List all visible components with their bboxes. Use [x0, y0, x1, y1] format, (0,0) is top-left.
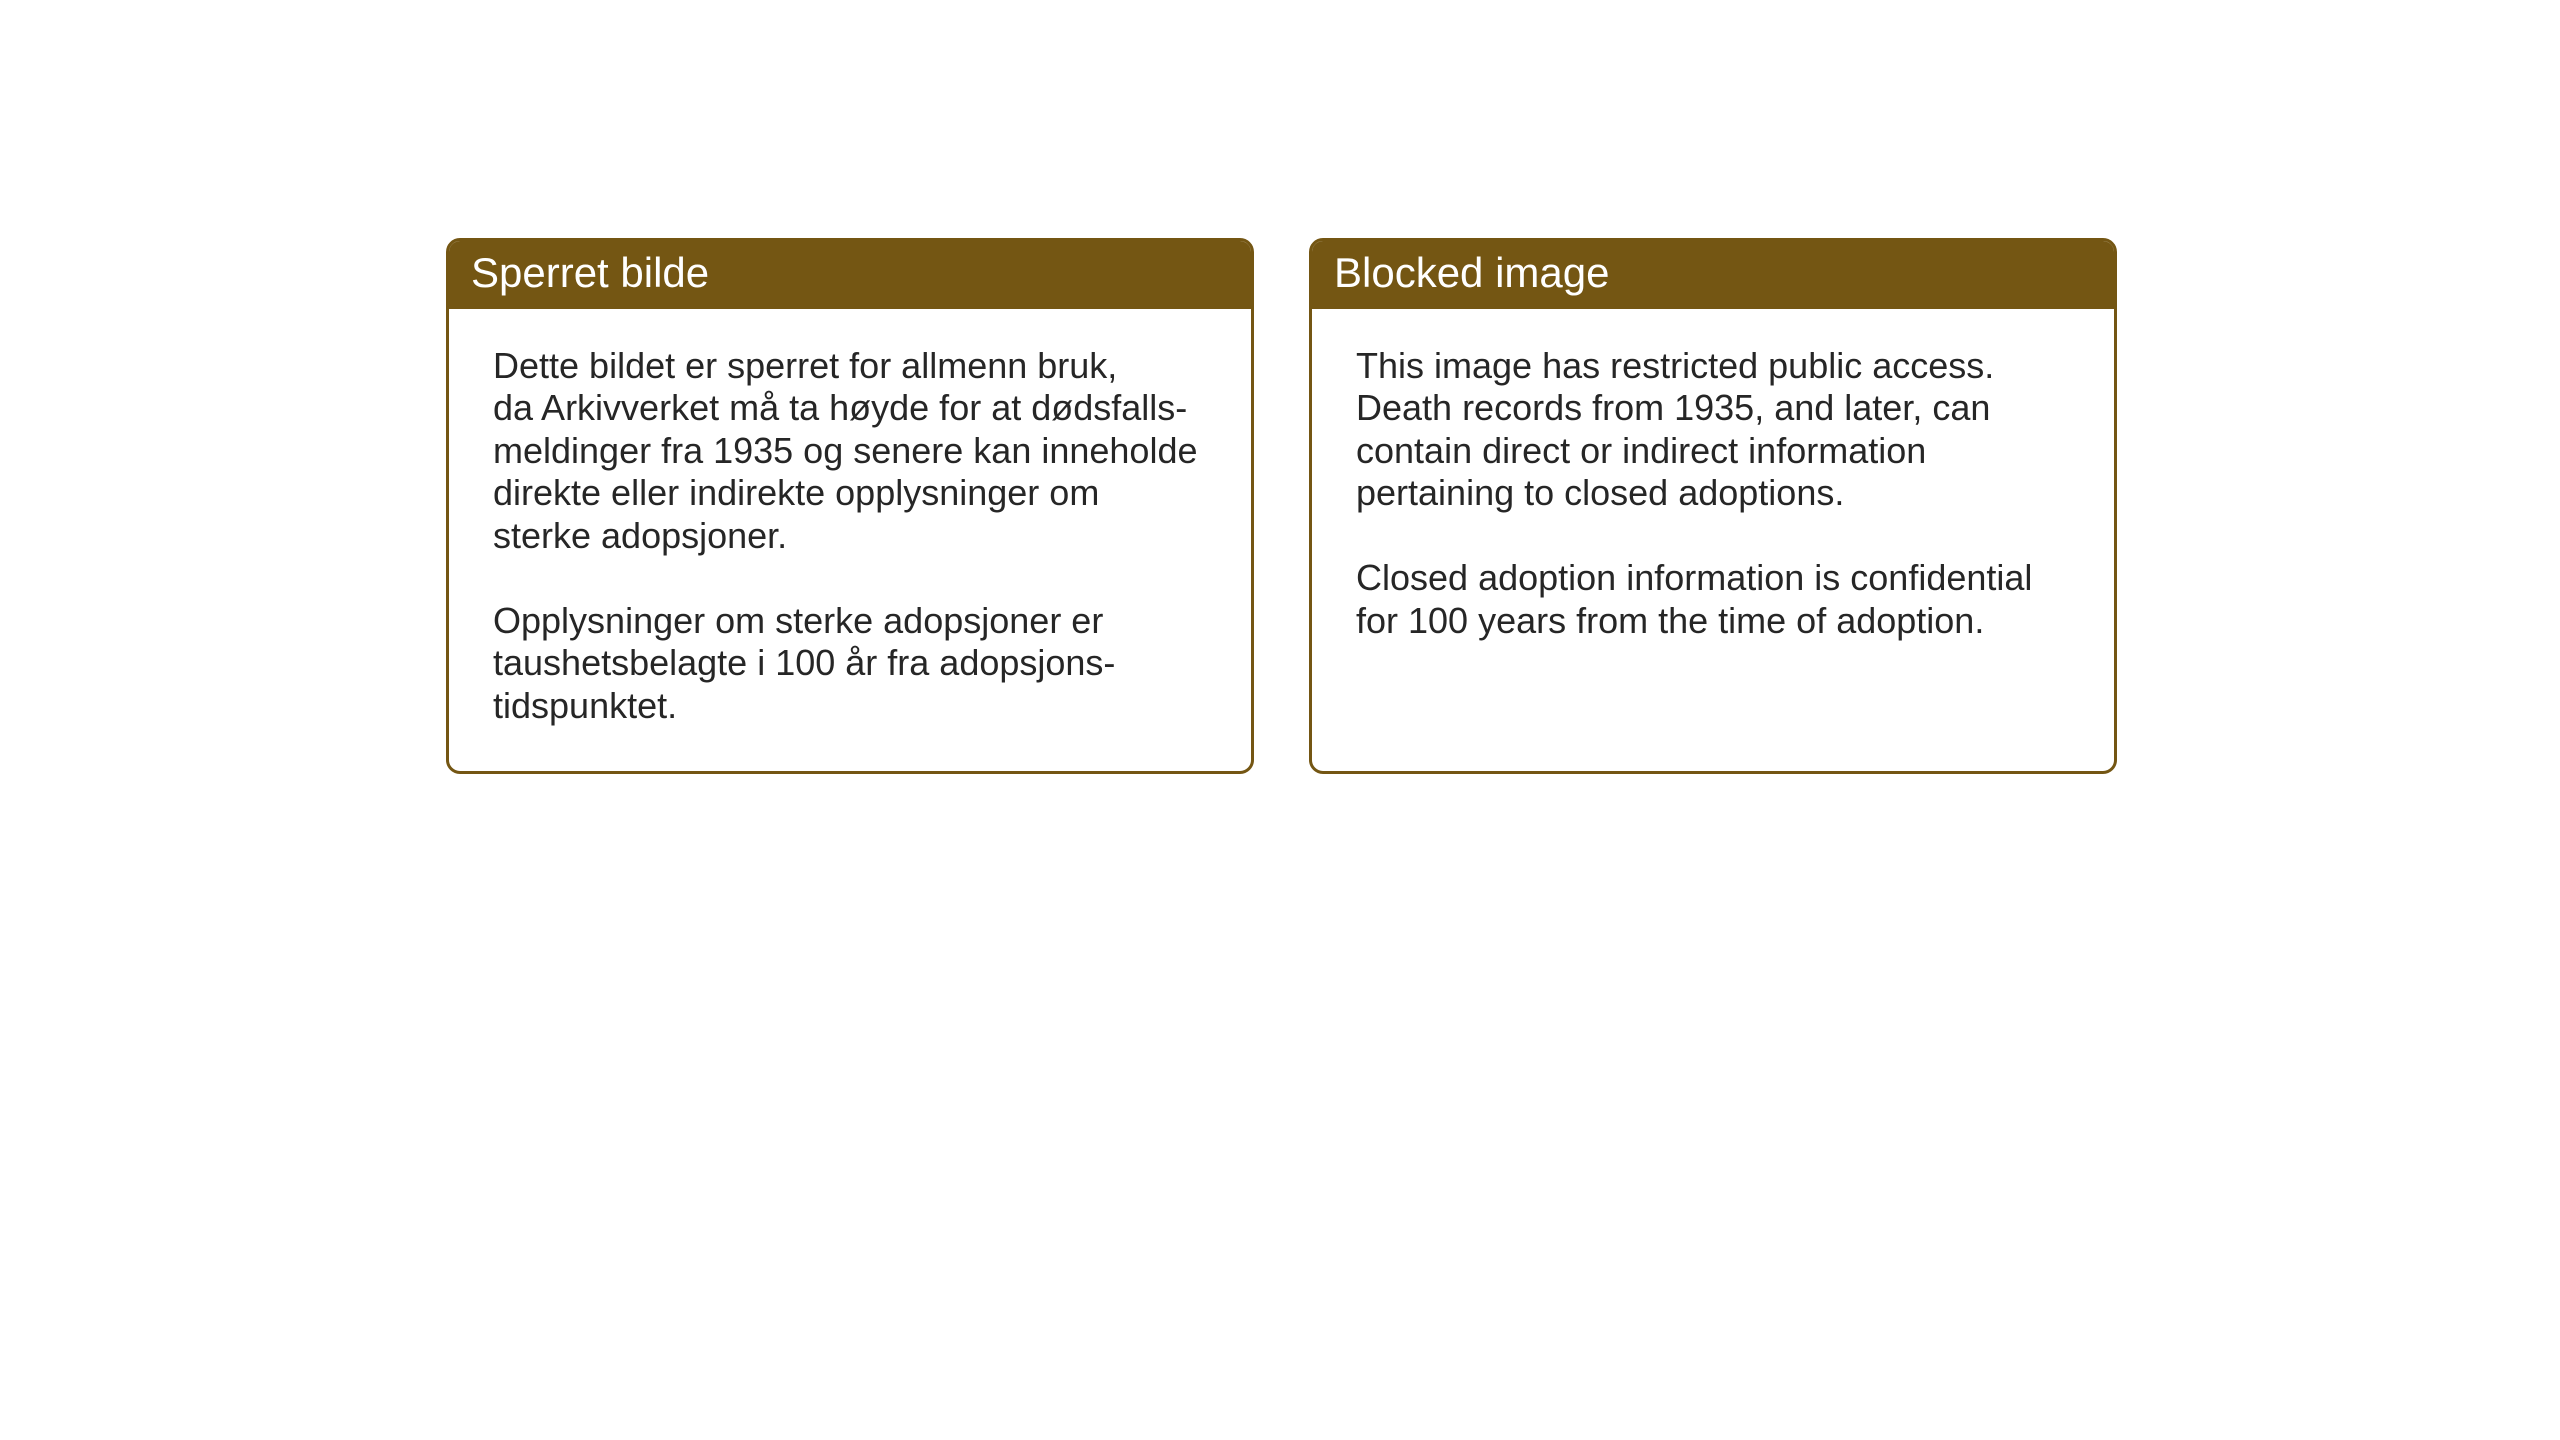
card-title: Sperret bilde [471, 249, 709, 296]
notice-container: Sperret bilde Dette bildet er sperret fo… [446, 238, 2117, 774]
notice-card-norwegian: Sperret bilde Dette bildet er sperret fo… [446, 238, 1254, 774]
card-header: Blocked image [1312, 241, 2114, 309]
card-title: Blocked image [1334, 249, 1609, 296]
card-header: Sperret bilde [449, 241, 1251, 309]
card-body: Dette bildet er sperret for allmenn bruk… [449, 309, 1251, 771]
card-body: This image has restricted public access.… [1312, 309, 2114, 686]
notice-card-english: Blocked image This image has restricted … [1309, 238, 2117, 774]
